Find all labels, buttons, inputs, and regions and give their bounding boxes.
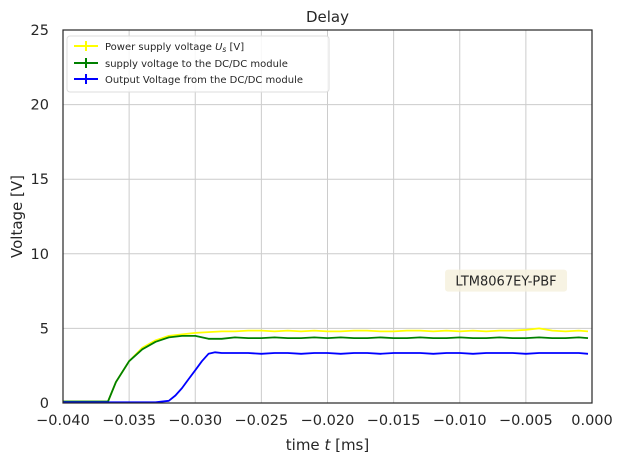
legend-entry-dcdc-output: Output Voltage from the DC/DC module: [74, 74, 303, 86]
legend-label-prefix: Power supply voltage: [105, 42, 215, 53]
x-tick-label: −0.010: [433, 413, 487, 429]
y-tick-label: 15: [31, 172, 49, 188]
x-tick-label: −0.035: [102, 413, 156, 429]
x-tick-label: −0.025: [235, 413, 289, 429]
legend-label-dcdc-output: Output Voltage from the DC/DC module: [105, 75, 303, 86]
y-axis-title: Voltage [V]: [8, 175, 26, 258]
y-tick-labels: 0 5 10 15 20 25: [31, 23, 49, 412]
x-tick-label: −0.020: [301, 413, 355, 429]
x-axis-title-var: t: [324, 436, 331, 454]
legend-label-suffix: [V]: [226, 42, 244, 53]
y-tick-label: 10: [31, 247, 49, 263]
x-tick-label: −0.040: [36, 413, 90, 429]
legend-label-dcdc-input: supply voltage to the DC/DC module: [105, 59, 288, 70]
x-tick-label: −0.030: [168, 413, 222, 429]
x-tick-label: −0.015: [367, 413, 421, 429]
series-line-1: [63, 334, 589, 403]
device-annotation: LTM8067EY-PBF: [445, 269, 568, 292]
legend-entry-power-supply: Power supply voltage Us [V]: [74, 41, 244, 54]
legend: Power supply voltage Us [V] supply volta…: [66, 35, 330, 93]
annotation-box: [445, 269, 568, 292]
chart-title: Delay: [306, 8, 349, 26]
x-axis-title-unit: [ms]: [330, 436, 369, 454]
y-tick-label: 20: [31, 98, 49, 114]
y-tick-label: 25: [31, 23, 49, 39]
x-axis-title-main: time: [286, 436, 325, 454]
x-tick-labels: −0.040 −0.035 −0.030 −0.025 −0.020 −0.015 −0.0…: [36, 413, 613, 429]
x-tick-label: −0.005: [499, 413, 553, 429]
series-layer: [63, 327, 589, 404]
legend-label-sub: s: [222, 45, 226, 54]
x-axis-title: time t [ms]: [286, 436, 369, 454]
annotation-label: LTM8067EY-PBF: [455, 275, 556, 290]
x-tick-label: 0.000: [571, 413, 613, 429]
plot-frame: [62, 29, 593, 404]
legend-label-var: U: [215, 42, 223, 53]
y-tick-label: 5: [40, 321, 49, 337]
legend-label-power-supply: Power supply voltage Us [V]: [105, 42, 244, 54]
y-tick-label: 0: [40, 396, 49, 412]
series-line-0: [63, 327, 589, 403]
series-line-2: [63, 351, 589, 404]
legend-entry-dcdc-input: supply voltage to the DC/DC module: [74, 58, 288, 70]
legend-box: [66, 35, 330, 93]
